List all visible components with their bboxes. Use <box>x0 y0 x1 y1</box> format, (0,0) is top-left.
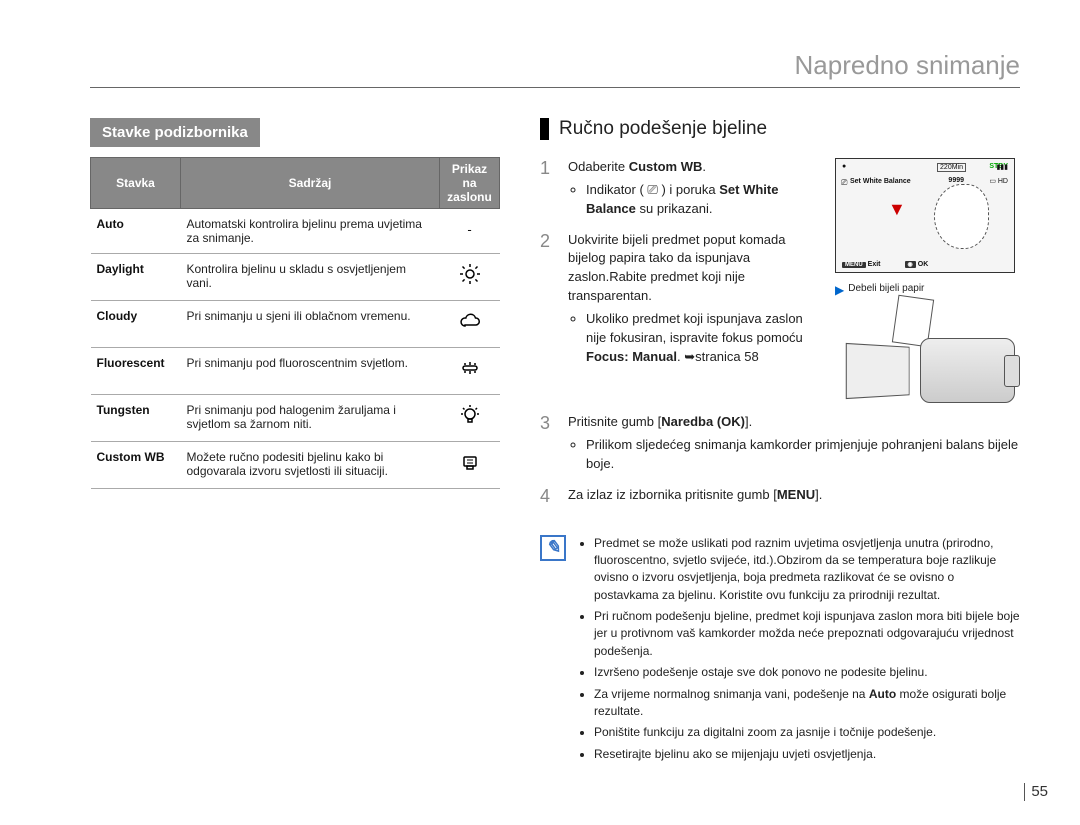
tungsten-icon <box>440 395 500 442</box>
ok-badge: ◉ <box>905 261 916 268</box>
row-desc: Možete ručno podesiti bjelinu kako bi od… <box>181 442 440 489</box>
submenu-table: Stavka Sadržaj Prikaz na zaslonu AutoAut… <box>90 157 500 489</box>
red-arrow-icon: ▼ <box>888 199 906 220</box>
note-item: Poništite funkciju za digitalni zoom za … <box>594 724 1020 741</box>
step-number: 4 <box>540 486 556 507</box>
camcorder-illustration <box>835 303 1015 413</box>
table-row: AutoAutomatski kontrolira bjelinu prema … <box>91 209 500 254</box>
col-stavka: Stavka <box>91 158 181 209</box>
row-name: Cloudy <box>91 301 181 348</box>
camera-lcd-preview: ● STBY 220Min ▮▮▮ 9999 ▭ HD ⎚ Set White … <box>835 158 1015 273</box>
divider <box>90 87 1020 88</box>
step-number: 1 <box>540 158 556 219</box>
fluorescent-icon <box>440 348 500 395</box>
note-item: Resetirajte bjelinu ako se mijenjaju uvj… <box>594 746 1020 763</box>
customwb-icon: ⎚ <box>647 182 657 197</box>
row-name: Fluorescent <box>91 348 181 395</box>
submenu-heading: Stavke podizbornika <box>90 118 260 147</box>
step-number: 3 <box>540 413 556 474</box>
counter: 9999 <box>948 177 964 184</box>
hd-icon: ▭ HD <box>989 177 1008 185</box>
rec-indicator-icon: ● <box>842 163 846 170</box>
row-name: Auto <box>91 209 181 254</box>
dash-icon: - <box>440 209 500 254</box>
col-sadrzaj: Sadržaj <box>181 158 440 209</box>
note-item: Predmet se može uslikati pod raznim uvje… <box>594 535 1020 605</box>
menu-badge: MENU <box>842 262 866 268</box>
table-row: Custom WBMožete ručno podesiti bjelinu k… <box>91 442 500 489</box>
step-3: Pritisnite gumb [Naredba (OK)]. Prilikom… <box>568 413 1020 474</box>
manual-wb-heading: Ručno podešenje bjeline <box>540 118 1020 140</box>
row-desc: Pri snimanju pod fluoroscentnim svjetlom… <box>181 348 440 395</box>
row-name: Custom WB <box>91 442 181 489</box>
callout-arrow-icon: ▶ <box>835 283 844 297</box>
step-1: Odaberite Custom WB. Indikator ( ⎚ ) i p… <box>568 158 817 219</box>
customwb-icon <box>440 442 500 489</box>
focus-silhouette <box>934 184 989 249</box>
notes: Predmet se može uslikati pod raznim uvje… <box>576 535 1020 768</box>
note-item: Pri ručnom podešenju bjeline, predmet ko… <box>594 608 1020 660</box>
note-item: Za vrijeme normalnog snimanja vani, pode… <box>594 686 1020 721</box>
row-desc: Automatski kontrolira bjelinu prema uvje… <box>181 209 440 254</box>
set-wb-label: Set White Balance <box>850 178 911 185</box>
step-4: Za izlaz iz izbornika pritisnite gumb [M… <box>568 486 1020 507</box>
row-name: Tungsten <box>91 395 181 442</box>
step-2: Uokvirite bijeli predmet poput komada bi… <box>568 231 817 367</box>
row-name: Daylight <box>91 254 181 301</box>
row-desc: Pri snimanju u sjeni ili oblačnom vremen… <box>181 301 440 348</box>
sun-icon <box>440 254 500 301</box>
battery-icon: ▮▮▮ <box>996 163 1008 171</box>
wb-small-icon: ⎚ <box>841 178 847 188</box>
row-desc: Kontrolira bjelinu u skladu s osvjetljen… <box>181 254 440 301</box>
col-prikaz: Prikaz na zaslonu <box>440 158 500 209</box>
table-row: CloudyPri snimanju u sjeni ili oblačnom … <box>91 301 500 348</box>
step-number: 2 <box>540 231 556 367</box>
table-row: FluorescentPri snimanju pod fluoroscentn… <box>91 348 500 395</box>
note-icon: ✎ <box>540 535 566 561</box>
chapter-title: Napredno snimanje <box>90 50 1020 81</box>
page-number: 55 <box>1024 783 1048 801</box>
row-desc: Pri snimanju pod halogenim žaruljama i s… <box>181 395 440 442</box>
table-row: TungstenPri snimanju pod halogenim žarul… <box>91 395 500 442</box>
note-item: Izvršeno podešenje ostaje sve dok ponovo… <box>594 664 1020 681</box>
table-row: DaylightKontrolira bjelinu u skladu s os… <box>91 254 500 301</box>
time-remaining: 220Min <box>937 163 966 172</box>
paper-callout: ▶ Debeli bijeli papir <box>835 283 1020 297</box>
cloud-icon <box>440 301 500 348</box>
